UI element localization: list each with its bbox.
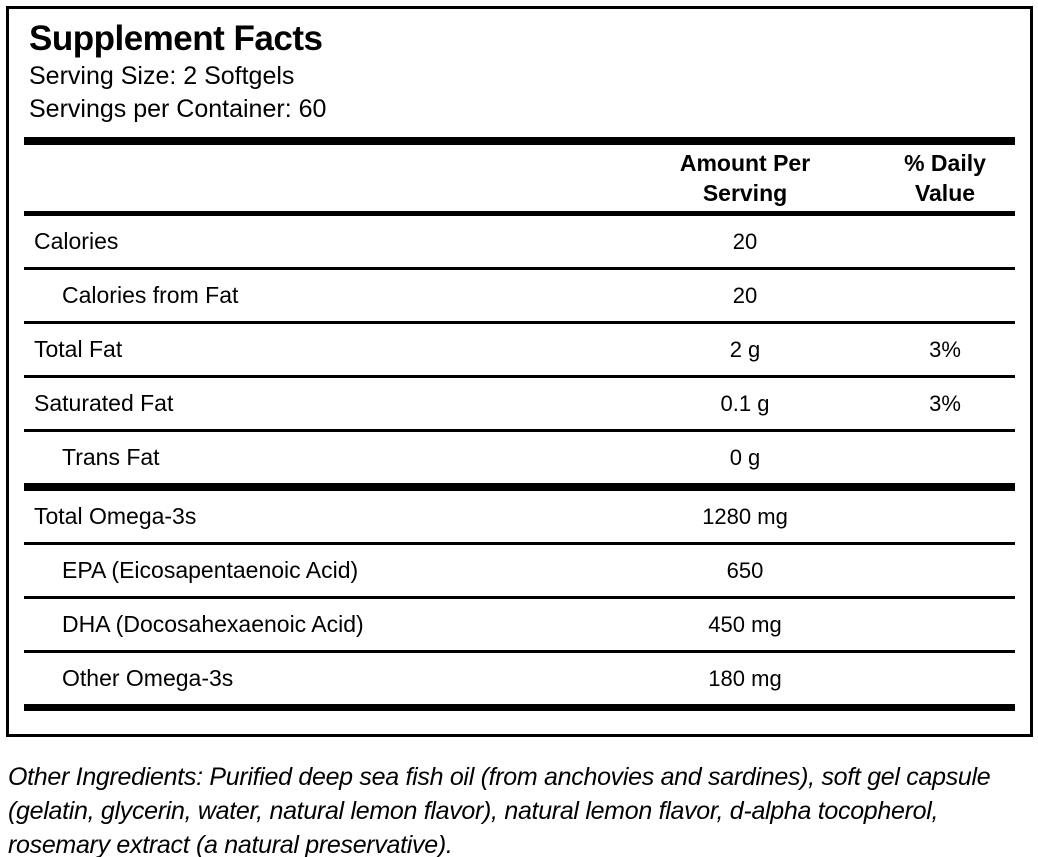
serving-size-line: Serving Size: 2 Softgels <box>29 62 295 90</box>
row-name: Trans Fat <box>62 444 160 470</box>
row-amount: 2 g <box>729 336 761 362</box>
row-name: Calories <box>34 228 119 254</box>
supplement-facts-title: Supplement Facts <box>29 19 323 58</box>
table-row: Calories from Fat 20 <box>24 270 1015 321</box>
row-amount: 1280 mg <box>702 503 788 529</box>
table-row: DHA (Docosahexaenoic Acid) 450 mg <box>24 599 1015 650</box>
row-amount: 0 g <box>729 444 761 470</box>
divider <box>24 650 1015 653</box>
table-row: EPA (Eicosapentaenoic Acid) 650 <box>24 545 1015 596</box>
row-daily-value: 3% <box>929 390 961 416</box>
row-name: EPA (Eicosapentaenoic Acid) <box>62 557 359 583</box>
divider <box>24 429 1015 432</box>
column-header-amount-per-serving: Amount Per Serving <box>679 150 811 206</box>
divider <box>24 267 1015 270</box>
row-amount: 20 <box>732 282 758 308</box>
facts-table-body: Calories 20 Calories from Fat 20 Total F… <box>9 216 1030 711</box>
divider <box>24 211 1015 216</box>
table-row: Other Omega-3s 180 mg <box>24 653 1015 704</box>
row-name: DHA (Docosahexaenoic Acid) <box>62 611 364 637</box>
row-daily-value: 3% <box>929 336 961 362</box>
divider <box>24 704 1015 711</box>
divider <box>24 542 1015 545</box>
other-ingredients-text: Other Ingredients: Purified deep sea fis… <box>8 763 991 857</box>
column-header-daily-value: % Daily Value <box>904 150 986 206</box>
divider <box>24 321 1015 324</box>
row-amount: 180 mg <box>708 665 782 691</box>
row-name: Saturated Fat <box>34 390 174 416</box>
supplement-facts-panel: Supplement Facts Serving Size: 2 Softgel… <box>6 6 1033 737</box>
table-row: Trans Fat 0 g <box>24 432 1015 483</box>
row-name: Total Omega-3s <box>34 503 197 529</box>
row-name: Other Omega-3s <box>62 665 234 691</box>
row-name: Calories from Fat <box>62 282 239 308</box>
table-row: Saturated Fat 0.1 g 3% <box>24 378 1015 429</box>
row-amount: 0.1 g <box>720 390 770 416</box>
divider <box>24 137 1015 145</box>
divider <box>24 596 1015 599</box>
row-amount: 450 mg <box>708 611 782 637</box>
table-row: Total Omega-3s 1280 mg <box>24 491 1015 542</box>
divider <box>24 375 1015 378</box>
row-name: Total Fat <box>34 336 123 362</box>
servings-per-container-line: Servings per Container: 60 <box>29 95 327 123</box>
table-row: Calories 20 <box>24 216 1015 267</box>
column-header-row: Amount Per Serving % Daily Value <box>24 145 1015 211</box>
table-row: Total Fat 2 g 3% <box>24 324 1015 375</box>
divider <box>24 483 1015 491</box>
row-amount: 20 <box>732 228 758 254</box>
panel-header: Supplement Facts Serving Size: 2 Softgel… <box>9 9 1030 126</box>
row-amount: 650 <box>726 557 764 583</box>
